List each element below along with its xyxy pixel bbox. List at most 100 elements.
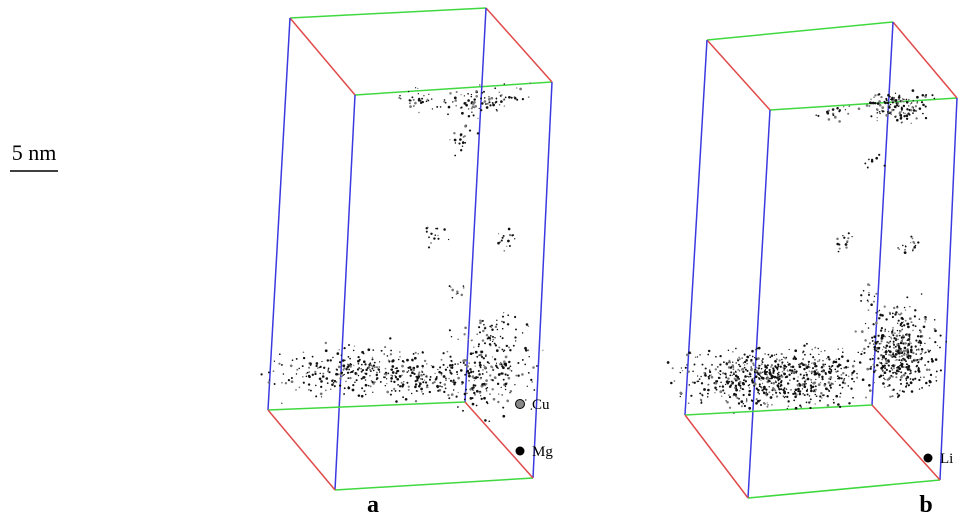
atom bbox=[511, 97, 513, 99]
atom bbox=[415, 383, 417, 385]
atom bbox=[486, 390, 487, 391]
atom bbox=[906, 382, 908, 384]
atom bbox=[445, 102, 447, 104]
atom bbox=[374, 381, 376, 383]
atom bbox=[919, 388, 920, 389]
atom bbox=[756, 347, 758, 349]
atom bbox=[901, 322, 903, 324]
atom bbox=[431, 365, 432, 366]
atom bbox=[452, 101, 454, 103]
atom bbox=[463, 102, 466, 105]
atom bbox=[449, 285, 451, 287]
atom bbox=[426, 386, 428, 388]
atom bbox=[750, 390, 752, 392]
box-edge bbox=[465, 8, 486, 402]
atom bbox=[905, 378, 907, 380]
atom bbox=[473, 98, 475, 100]
atom bbox=[814, 359, 816, 361]
atom bbox=[910, 236, 912, 238]
atom bbox=[333, 382, 335, 384]
atom bbox=[474, 380, 475, 381]
atom bbox=[475, 90, 477, 92]
atom bbox=[514, 336, 516, 338]
atom bbox=[722, 389, 724, 391]
atom bbox=[715, 356, 717, 358]
atom bbox=[418, 382, 419, 383]
atom bbox=[893, 367, 895, 369]
atom bbox=[862, 351, 863, 352]
atom bbox=[890, 341, 891, 342]
atom bbox=[464, 142, 466, 144]
atom bbox=[916, 102, 918, 104]
atom bbox=[910, 349, 913, 352]
atom bbox=[746, 363, 747, 364]
atom bbox=[344, 359, 346, 361]
atom bbox=[447, 367, 448, 368]
atom bbox=[340, 363, 341, 364]
atom bbox=[502, 328, 504, 330]
atom bbox=[409, 105, 412, 108]
atom bbox=[769, 378, 771, 380]
atom bbox=[925, 117, 927, 119]
atom bbox=[498, 373, 500, 375]
atom bbox=[507, 323, 509, 325]
atom bbox=[832, 114, 834, 116]
atom bbox=[781, 353, 783, 355]
atom bbox=[456, 91, 458, 93]
atom bbox=[891, 338, 892, 339]
atom bbox=[492, 379, 494, 381]
atom bbox=[732, 375, 733, 376]
atom bbox=[416, 379, 418, 381]
atom bbox=[479, 319, 481, 321]
atom bbox=[847, 113, 849, 115]
atom bbox=[464, 95, 465, 96]
atom bbox=[303, 357, 305, 359]
atom bbox=[900, 117, 903, 120]
atom bbox=[852, 365, 855, 368]
atom bbox=[846, 242, 847, 243]
atom bbox=[911, 102, 912, 103]
atom bbox=[793, 399, 795, 401]
atom bbox=[460, 362, 462, 364]
atom bbox=[739, 390, 741, 392]
atom bbox=[884, 386, 886, 388]
atom bbox=[802, 363, 805, 366]
atom bbox=[393, 381, 395, 383]
atom bbox=[791, 370, 793, 372]
atom bbox=[395, 390, 397, 392]
atom bbox=[829, 371, 832, 374]
atom bbox=[882, 382, 885, 385]
atom bbox=[336, 352, 339, 355]
atom bbox=[777, 363, 779, 365]
atom bbox=[806, 374, 808, 376]
atom bbox=[417, 353, 419, 355]
atom bbox=[819, 395, 821, 397]
atom bbox=[279, 353, 281, 355]
atom bbox=[443, 375, 446, 378]
atom bbox=[738, 402, 740, 404]
atom bbox=[439, 382, 441, 384]
atom bbox=[889, 312, 891, 314]
atom bbox=[946, 341, 948, 343]
atom bbox=[794, 349, 797, 352]
atom bbox=[838, 348, 839, 349]
atom bbox=[774, 354, 775, 355]
atom bbox=[897, 368, 898, 369]
atom bbox=[506, 400, 509, 403]
atom bbox=[514, 384, 515, 385]
atom bbox=[892, 316, 894, 318]
atom bbox=[420, 388, 423, 391]
atom bbox=[409, 99, 411, 101]
atom bbox=[468, 115, 470, 117]
atom bbox=[883, 378, 885, 380]
figure: 5 nm Cu Mg Li a bbox=[0, 0, 963, 523]
atom bbox=[903, 112, 904, 113]
atom bbox=[914, 315, 916, 317]
atom bbox=[716, 389, 718, 391]
atom bbox=[766, 371, 768, 373]
atom bbox=[905, 309, 906, 310]
atom bbox=[914, 378, 916, 380]
atom bbox=[851, 372, 853, 374]
atom bbox=[757, 392, 759, 394]
atom bbox=[502, 407, 504, 409]
